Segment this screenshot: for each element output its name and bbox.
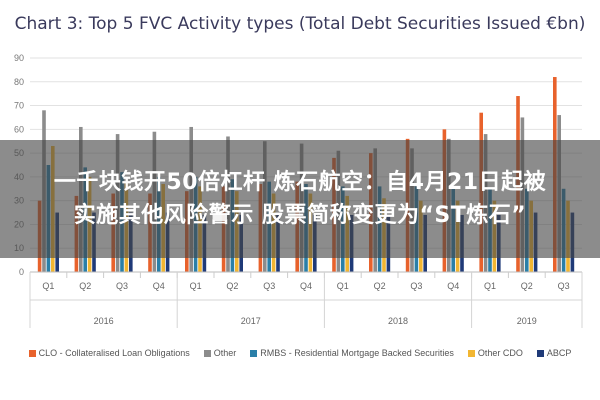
legend-swatch	[467, 349, 475, 357]
y-tick-label: 90	[14, 53, 24, 63]
headline-overlay[interactable]: 一千块钱开50倍杠杆 炼石航空：自4月21日起被 实施其他风险警示 股票简称变更…	[0, 140, 600, 258]
year-label: 2017	[241, 316, 261, 326]
y-tick-label: 60	[14, 124, 24, 134]
legend-item: Other	[203, 348, 237, 358]
headline-line-1: 一千块钱开50倍杠杆 炼石航空：自4月21日起被	[53, 170, 547, 195]
x-tick-label: Q4	[300, 281, 312, 291]
legend-label: Other CDO	[477, 348, 523, 358]
legend-label: ABCP	[546, 348, 572, 358]
x-tick-label: Q1	[190, 281, 202, 291]
x-tick-label: Q1	[42, 281, 54, 291]
y-tick-label: 70	[14, 101, 24, 111]
x-tick-label: Q3	[558, 281, 570, 291]
legend-label: Other	[213, 348, 237, 358]
legend: CLO - Collateralised Loan Obligations Oth…	[0, 348, 600, 358]
x-tick-label: Q3	[410, 281, 422, 291]
x-axis: Q1 Q2 Q3 Q4 Q1 Q2 Q3 Q4 Q1 Q2 Q3 Q4 Q1 Q2 Q3 2016 2017 20…	[29, 271, 583, 328]
legend-item: Other CDO	[467, 348, 523, 358]
x-tick-label: Q1	[337, 281, 349, 291]
x-tick-label: Q4	[153, 281, 165, 291]
year-label: 2016	[94, 316, 114, 326]
legend-item: CLO - Collateralised Loan Obligations	[28, 348, 190, 358]
x-tick-label: Q1	[484, 281, 496, 291]
x-tick-label: Q2	[521, 281, 533, 291]
x-tick-label: Q3	[116, 281, 128, 291]
x-tick-label: Q4	[447, 281, 459, 291]
year-label: 2018	[388, 316, 408, 326]
legend-item: ABCP	[536, 348, 572, 358]
chart-title: Chart 3: Top 5 FVC Activity types (Total…	[14, 14, 586, 34]
legend-label: RMBS - Residential Mortgage Backed Secur…	[260, 348, 454, 358]
x-tick-label: Q3	[263, 281, 275, 291]
x-tick-label: Q2	[374, 281, 386, 291]
y-tick-label: 0	[19, 267, 24, 277]
legend-item: RMBS - Residential Mortgage Backed Secur…	[250, 348, 454, 358]
x-tick-label: Q2	[79, 281, 91, 291]
legend-swatch	[28, 349, 36, 357]
year-label: 2019	[517, 316, 537, 326]
legend-label: CLO - Collateralised Loan Obligations	[38, 348, 190, 358]
y-tick-label: 80	[14, 77, 24, 87]
x-tick-label: Q2	[226, 281, 238, 291]
legend-swatch	[203, 349, 211, 357]
legend-swatch	[536, 349, 544, 357]
headline-line-2: 实施其他风险警示 股票简称变更为“ST炼石”	[73, 203, 527, 228]
legend-swatch	[250, 349, 258, 357]
